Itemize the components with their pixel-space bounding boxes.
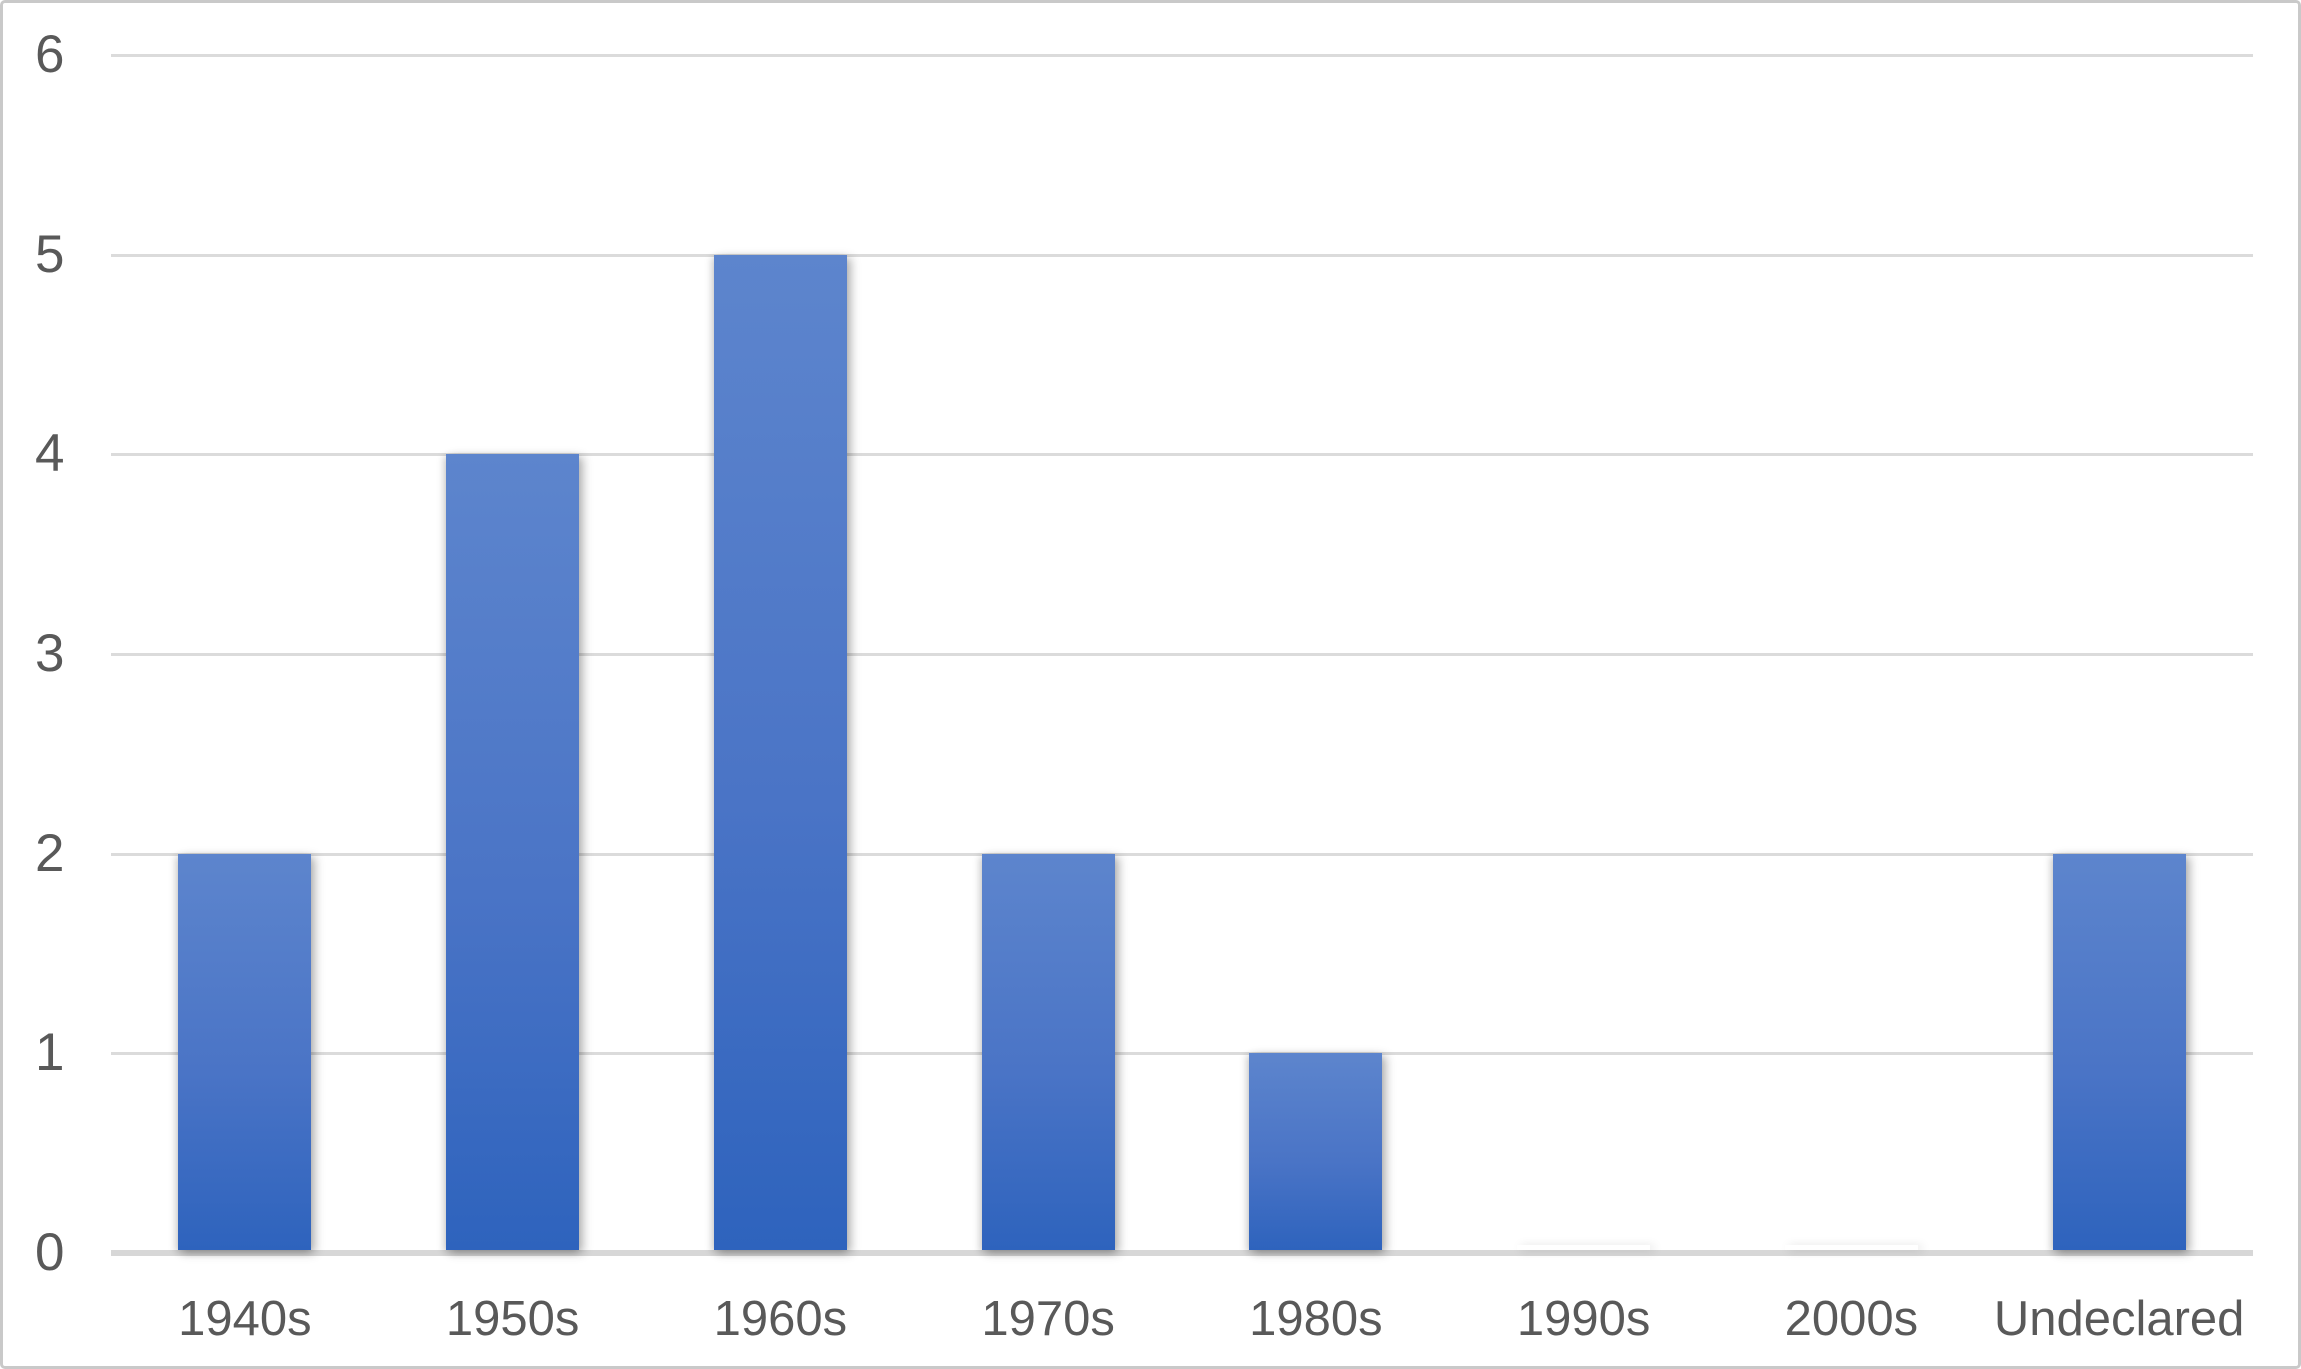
x-axis-category-label: 1950s <box>445 1292 580 1346</box>
bar-1940s <box>178 853 312 1250</box>
bar-1990s <box>1517 1245 1650 1250</box>
x-axis-category-label: 1960s <box>713 1292 848 1346</box>
gridline-y6 <box>111 54 2253 57</box>
y-axis-tick-label: 4 <box>35 424 65 484</box>
y-axis-tick-label: 1 <box>35 1023 65 1083</box>
x-axis-category-label: 1990s <box>1516 1292 1651 1346</box>
x-axis-category-label: Undeclared <box>1993 1292 2245 1346</box>
bar-1980s <box>1249 1053 1383 1250</box>
gridline-y2 <box>111 852 2253 856</box>
x-axis-line <box>111 1250 2253 1256</box>
y-axis-tick-label: 2 <box>35 823 65 883</box>
gridline-y5 <box>111 253 2253 257</box>
gridline-y4 <box>111 453 2253 457</box>
x-axis-category-label: 1970s <box>981 1292 1115 1346</box>
bar-1970s <box>981 853 1115 1250</box>
bar-undeclared <box>2052 853 2186 1250</box>
y-axis-tick-label: 6 <box>35 25 65 84</box>
gridline-y3 <box>111 653 2253 656</box>
gridline-y1 <box>111 1052 2253 1056</box>
bar-2000s <box>1785 1245 1918 1250</box>
y-axis-tick-label: 0 <box>35 1223 65 1282</box>
bar-1960s <box>713 254 847 1250</box>
y-axis-tick-label: 5 <box>35 224 65 284</box>
x-axis-category-label: 1940s <box>178 1292 312 1346</box>
x-axis-category-label: 2000s <box>1784 1292 1919 1346</box>
x-axis-category-label: 1980s <box>1249 1292 1383 1346</box>
y-axis-tick-label: 3 <box>35 624 65 683</box>
bar-1950s <box>446 454 580 1250</box>
